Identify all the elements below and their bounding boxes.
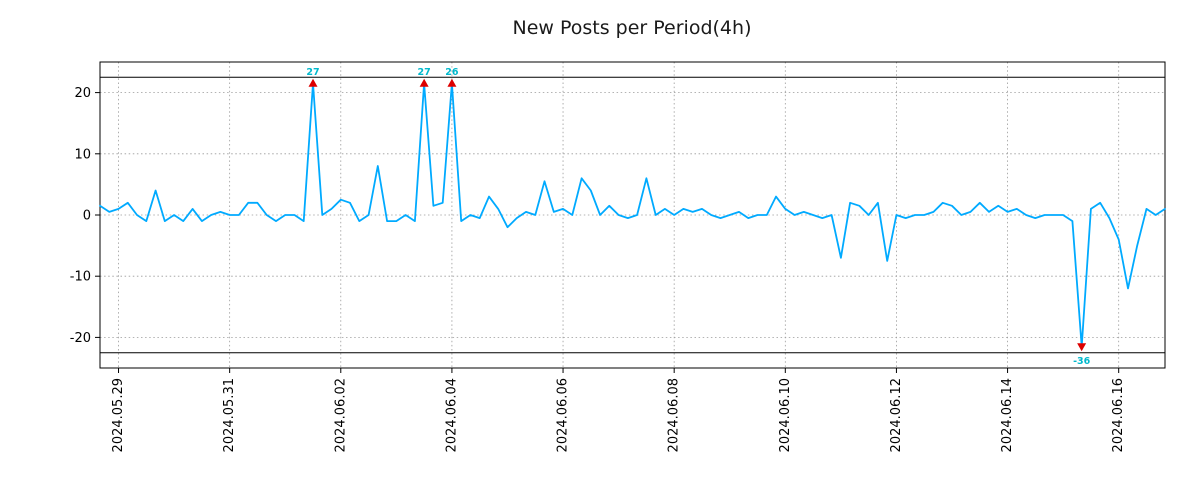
plot-border: [99, 61, 1166, 369]
x-tick-label: 2024.05.29: [111, 378, 126, 452]
annotation-label: 27: [306, 67, 319, 78]
plot-area: -20 -10 0 10 20 2024.05.29 2024.05.31 2024.06.0…: [70, 61, 1166, 452]
annotation-label: 26: [445, 67, 459, 78]
x-tick-label: 2024.06.10: [778, 378, 793, 452]
peak-marker-icon: [308, 78, 318, 87]
x-tick-label: 2024.06.08: [667, 378, 682, 452]
y-tick-label: -10: [70, 270, 91, 285]
peak-marker-icon: [447, 78, 457, 87]
y-tick-label: 20: [74, 86, 91, 101]
annotation-label: 27: [418, 67, 431, 78]
chart-title: New Posts per Period(4h): [513, 17, 752, 39]
x-tick-label: 2024.05.31: [222, 378, 237, 452]
y-tick-label: 10: [74, 147, 91, 162]
x-tick-label: 2024.06.12: [889, 378, 904, 452]
annotation-label: -36: [1073, 356, 1091, 367]
x-tick-label: 2024.06.16: [1111, 378, 1126, 452]
x-tick-label: 2024.06.14: [1000, 378, 1015, 452]
x-tick-label: 2024.06.02: [333, 378, 348, 452]
data-line: [99, 82, 1166, 348]
peak-marker-icon: [419, 78, 429, 87]
trough-marker-icon: [1077, 343, 1087, 352]
y-tick-label: 0: [83, 209, 91, 224]
x-tick-label: 2024.06.04: [444, 378, 459, 452]
x-tick-label: 2024.06.06: [556, 378, 571, 452]
y-tick-label: -20: [70, 331, 91, 346]
